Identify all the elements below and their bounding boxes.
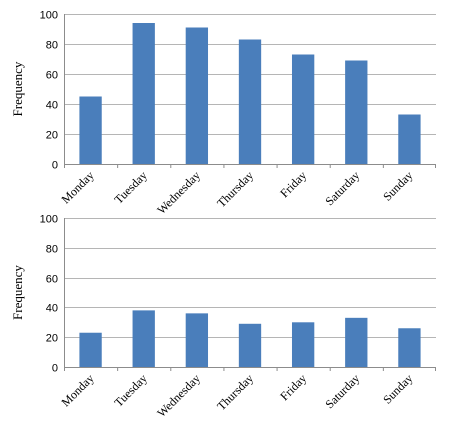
x-tick-label: Wednesday [154,168,203,213]
x-tick-label: Saturday [322,168,362,208]
y-tick-label: 20 [46,333,58,345]
x-tick-label: Monday [59,371,97,409]
bar-wednesday [185,313,209,367]
y-tick-label: 20 [46,130,58,142]
y-tick-label: 80 [46,40,58,52]
bar-saturday [345,317,368,367]
bar-saturday [345,60,368,164]
bar-friday [291,54,315,164]
bar-tuesday [132,310,155,367]
y-tick-label: 40 [46,303,58,315]
bar-chart-bottom: 0 20 40 60 80 100 Monday Tuesday Wednesday Thursd… [10,214,436,420]
bar-tuesday [132,23,155,164]
y-axis-title: Frequency [10,265,25,320]
x-tick-label: Thursday [214,168,256,210]
bar-thursday [238,323,262,367]
bar-monday [79,332,102,367]
x-tick-label: Sunday [380,371,415,406]
y-tick-label: 40 [46,100,58,112]
bar-monday [79,96,102,164]
bar-wednesday [185,27,209,164]
bar-thursday [238,39,262,164]
y-tick-label: 60 [46,70,58,82]
x-tick-label: Wednesday [154,371,203,420]
x-tick-label: Tuesday [111,168,149,206]
x-tick-label: Friday [277,168,309,200]
x-tick-label: Thursday [214,371,256,413]
y-tick-label: 80 [46,244,58,256]
y-axis-title: Frequency [10,61,25,116]
bar-sunday [398,328,421,367]
x-tick-label: Monday [59,168,97,206]
x-tick-label: Sunday [380,168,415,203]
y-tick-label: 100 [40,214,58,226]
y-tick-label: 60 [46,274,58,286]
y-tick-label: 100 [40,10,58,22]
bar-sunday [398,114,421,164]
x-tick-label: Friday [277,371,309,403]
x-tick-label: Tuesday [111,371,149,409]
y-tick-label: 0 [52,160,58,172]
x-tick-label: Saturday [322,371,362,411]
bar-chart-top: 0 20 40 60 80 100 Monday Tuesday Wednesday Thursd… [10,10,436,213]
y-tick-label: 0 [52,363,58,375]
bar-friday [291,322,315,367]
